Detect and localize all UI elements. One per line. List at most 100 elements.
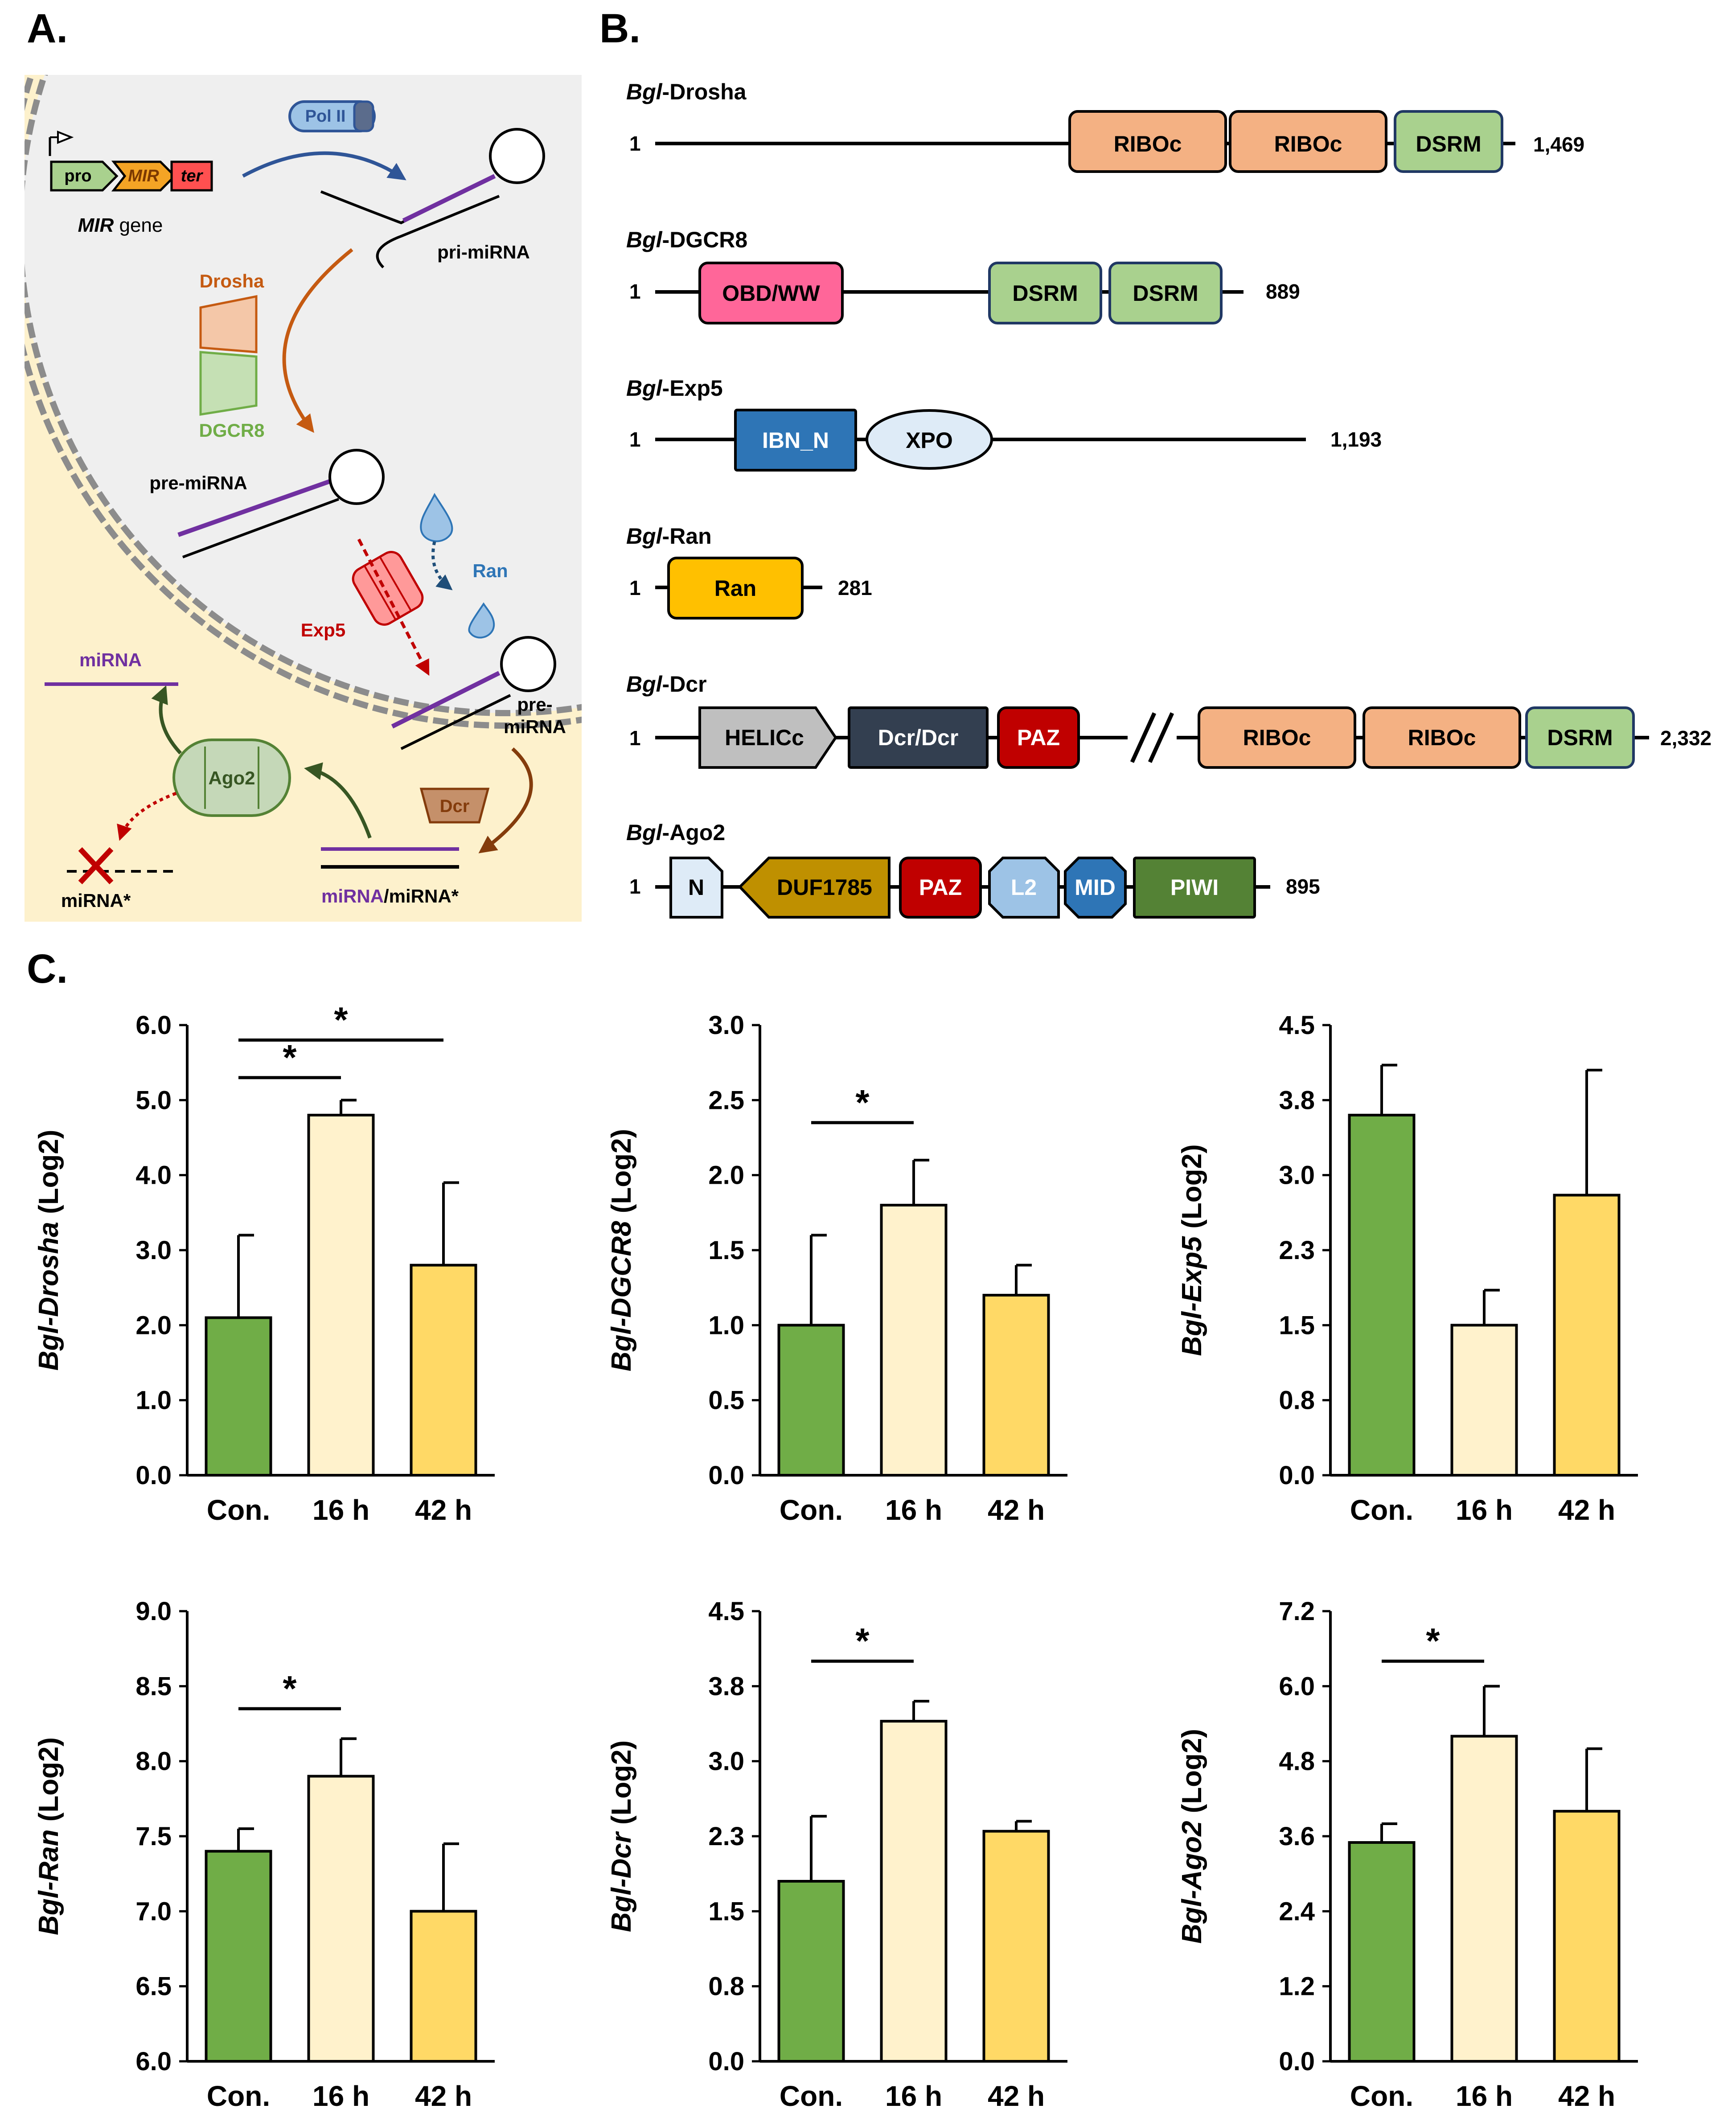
protein-start: 1 [629, 726, 641, 750]
y-tick-label: 3.6 [1279, 1822, 1315, 1851]
domain-helicc [698, 706, 837, 769]
x-tick-label: Con. [207, 1494, 270, 1526]
ter-label: ter [181, 167, 204, 185]
domain-label: HELICc [725, 725, 804, 750]
domain-label: MID [1075, 875, 1116, 900]
y-tick-label: 3.0 [708, 1011, 744, 1040]
domain-l2 [988, 857, 1060, 919]
y-tick-label: 2.4 [1279, 1897, 1315, 1926]
protein-end: 2,332 [1660, 726, 1711, 750]
y-tick-label: 1.2 [1279, 1972, 1315, 2001]
y-tick-label: 8.5 [135, 1672, 172, 1701]
y-tick-label: 1.5 [708, 1897, 744, 1926]
y-tick-label: 3.0 [708, 1747, 744, 1776]
y-tick-label: 8.0 [135, 1747, 172, 1776]
y-axis-label: Bgl-DGCR8 (Log2) [606, 1129, 637, 1371]
chart-bgl-exp5: 0.0 0.8 1.5 2.3 3.0 3.8 4.5 Bgl-Exp5 (Log2) Con.… [1177, 1011, 1638, 1526]
significance-star: * [855, 1083, 870, 1122]
protein-dcr: Bgl-Dcr 1 HELICc Dcr/Dcr PAZ RIBOc RIBOc… [626, 672, 1711, 769]
protein-name: Bgl-DGCR8 [626, 227, 747, 252]
y-tick-label: 2.3 [708, 1822, 744, 1851]
y-tick-label: 4.5 [708, 1597, 744, 1626]
y-tick-label: 7.5 [135, 1822, 172, 1851]
domain-dsrm [1525, 706, 1635, 769]
chart-bgl-ago2: 0.0 1.2 2.4 3.6 4.8 6.0 7.2 Bgl-Ago2 (Log2) Con.… [1177, 1597, 1638, 2112]
domain-n [669, 857, 723, 919]
protein-end: 895 [1286, 875, 1320, 898]
domain-label: Dcr/Dcr [878, 725, 959, 750]
domain-label: RIBOc [1243, 725, 1311, 750]
pro-element [50, 160, 119, 192]
panel-b-label: B. [599, 6, 640, 51]
protein-drosha: Bgl-Drosha 1 RIBOc RIBOc DSRM 1,469 [626, 79, 1584, 173]
y-tick-label: 3.0 [135, 1236, 172, 1265]
y-tick-label: 2.0 [135, 1311, 172, 1340]
bar [1450, 1324, 1518, 1477]
protein-end: 1,469 [1533, 133, 1584, 156]
ran-label: Ran [472, 560, 508, 581]
y-tick-label: 6.5 [135, 1972, 172, 2001]
x-tick-label: 42 h [988, 1494, 1045, 1526]
protein-end: 281 [838, 576, 872, 599]
x-tick-label: Con. [780, 2080, 843, 2112]
y-tick-label: 2.3 [1279, 1236, 1315, 1265]
domain-duf1785 [738, 857, 891, 919]
domain-paz [997, 706, 1080, 769]
protein-ran: Bgl-Ran 1 Ran 281 [626, 524, 872, 620]
y-tick-label: 5.0 [135, 1086, 172, 1115]
pre-mirna-cyto-label-2: miRNA [504, 716, 566, 737]
degradation-arrow [117, 792, 177, 841]
x-tick-label: 16 h [312, 1494, 369, 1526]
panel-a: A. pro MIR ter MIR gene Pol II [25, 6, 582, 922]
nuclear-envelope [25, 75, 582, 716]
domain-label: DSRM [1547, 725, 1613, 750]
panel-c-label: C. [27, 946, 68, 992]
domain-dsrm [1394, 110, 1503, 173]
y-tick-label: 9.0 [135, 1597, 172, 1626]
y-tick-label: 0.8 [708, 1972, 744, 2001]
transcription-arrow [242, 151, 406, 181]
domain-piwi [1133, 857, 1256, 919]
domain-riboc [1229, 110, 1387, 173]
bar [410, 1264, 477, 1477]
ter-element [170, 160, 213, 192]
x-tick-label: 16 h [312, 2080, 369, 2112]
y-tick-label: 3.8 [708, 1672, 744, 1701]
x-tick-label: 42 h [1558, 1494, 1615, 1526]
ago2-complex: Ago2 [172, 739, 291, 817]
protein-exp5: Bgl-Exp5 1 IBN_N XPO 1,193 [626, 376, 1382, 472]
mirna-star-label: miRNA* [61, 890, 131, 911]
x-tick-label: Con. [1350, 1494, 1413, 1526]
exp5-channel [352, 551, 424, 626]
bar [1348, 1114, 1416, 1477]
y-tick-label: 0.0 [135, 1461, 172, 1490]
y-tick-label: 1.0 [135, 1386, 172, 1415]
domain-label: Ran [714, 576, 756, 601]
pol-ii-label: Pol II [305, 107, 346, 126]
bar [307, 1114, 375, 1477]
bar [205, 1316, 272, 1477]
domain-paz [899, 857, 982, 919]
pre-mirna-hairpin [177, 449, 385, 558]
significance-star: * [1426, 1621, 1440, 1661]
protein-name: Bgl-Ago2 [626, 820, 725, 845]
pri-mirna-label: pri-miRNA [437, 242, 530, 263]
chart-bgl-drosha: 0.0 1.0 2.0 3.0 4.0 5.0 6.0 Bgl-Drosha (Log2) Co… [33, 1000, 495, 1526]
cropping-arrow [282, 248, 353, 433]
protein-name: Bgl-Exp5 [626, 376, 723, 401]
bar [982, 1830, 1050, 2063]
y-tick-label: 0.5 [708, 1386, 744, 1415]
x-tick-label: Con. [780, 1494, 843, 1526]
y-tick-label: 7.2 [1279, 1597, 1315, 1626]
dgcr8-shape [199, 351, 258, 416]
domain-dcr-dcr [848, 706, 989, 769]
domain-label: L2 [1011, 875, 1037, 900]
y-tick-label: 4.5 [1279, 1011, 1315, 1040]
domain-riboc [1198, 706, 1356, 769]
y-tick-label: 3.0 [1279, 1161, 1315, 1190]
domain-label: RIBOc [1408, 725, 1476, 750]
x-tick-label: 42 h [415, 1494, 472, 1526]
domain-xpo [866, 409, 993, 470]
bar [777, 1324, 845, 1477]
